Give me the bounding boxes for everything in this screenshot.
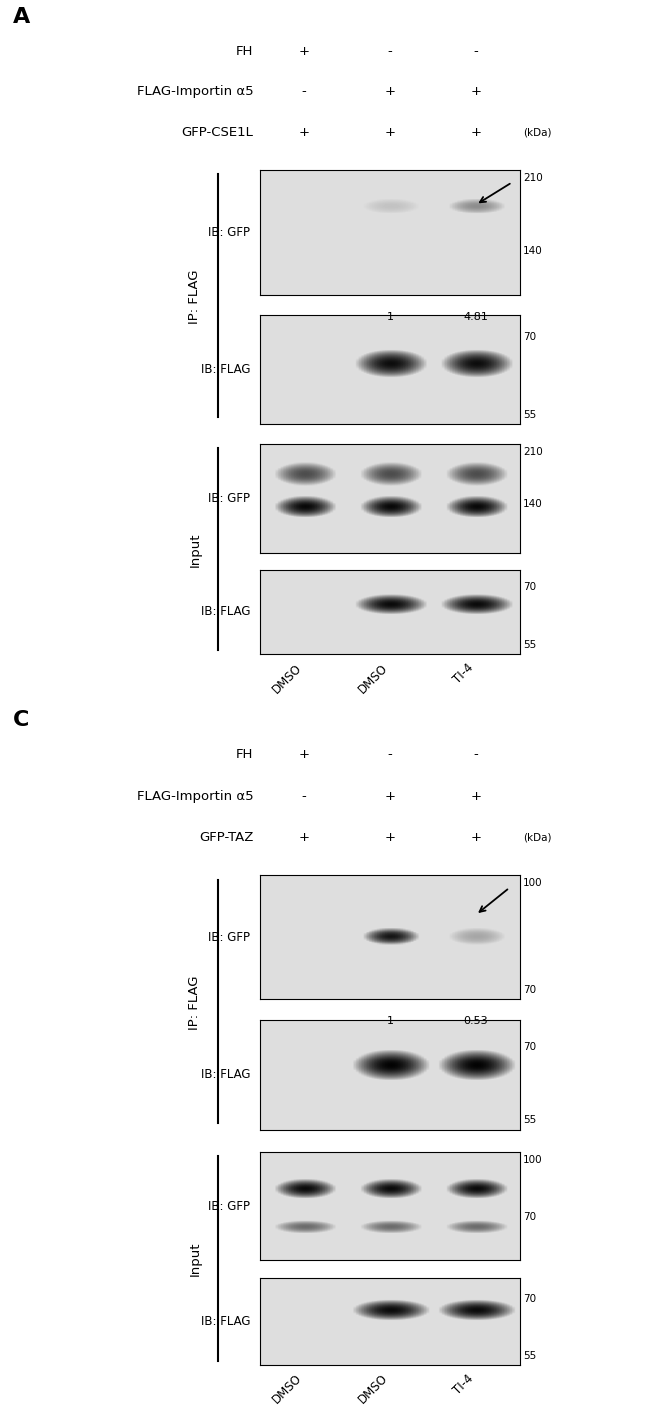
Text: -: - [473, 748, 478, 761]
Text: IB: GFP: IB: GFP [208, 491, 250, 505]
Text: 55: 55 [523, 1351, 536, 1361]
Text: 70: 70 [523, 1211, 536, 1221]
Text: FLAG-Importin α5: FLAG-Importin α5 [137, 789, 254, 802]
Text: GFP-CSE1L: GFP-CSE1L [181, 126, 254, 138]
Text: IB: GFP: IB: GFP [208, 1200, 250, 1213]
Text: +: + [299, 830, 309, 844]
Text: IB: FLAG: IB: FLAG [201, 1069, 250, 1082]
Text: DMSO: DMSO [356, 1372, 390, 1406]
Text: 140: 140 [523, 498, 543, 508]
Text: -: - [302, 85, 307, 99]
Text: GFP-TAZ: GFP-TAZ [199, 830, 254, 844]
Text: +: + [385, 126, 395, 138]
Text: 1: 1 [387, 312, 393, 322]
Text: Input: Input [188, 1241, 202, 1275]
Text: A: A [13, 7, 31, 27]
Text: +: + [299, 45, 309, 58]
Text: IB: FLAG: IB: FLAG [201, 363, 250, 376]
Text: 100: 100 [523, 878, 543, 888]
Text: C: C [13, 710, 29, 730]
Text: 70: 70 [523, 984, 536, 995]
Text: IB: GFP: IB: GFP [208, 931, 250, 943]
Text: 140: 140 [523, 246, 543, 256]
Text: +: + [299, 748, 309, 761]
Text: IP: FLAG: IP: FLAG [188, 270, 202, 323]
Text: FLAG-Importin α5: FLAG-Importin α5 [137, 85, 254, 99]
Text: IB: GFP: IB: GFP [208, 226, 250, 239]
Text: +: + [385, 830, 395, 844]
Text: +: + [471, 126, 481, 138]
Text: FH: FH [236, 45, 254, 58]
Text: -: - [302, 789, 307, 802]
Text: 0.53: 0.53 [463, 1017, 488, 1027]
Text: FH: FH [236, 748, 254, 761]
Text: 70: 70 [523, 582, 536, 592]
Text: IB: FLAG: IB: FLAG [201, 1315, 250, 1327]
Text: 210: 210 [523, 448, 543, 457]
Text: -: - [387, 45, 393, 58]
Text: (kDa): (kDa) [523, 833, 552, 843]
Text: IP: FLAG: IP: FLAG [188, 976, 202, 1029]
Text: -: - [473, 45, 478, 58]
Text: DMSO: DMSO [270, 1372, 304, 1406]
Text: 70: 70 [523, 1042, 536, 1052]
Text: -: - [387, 748, 393, 761]
Text: +: + [471, 830, 481, 844]
Text: 1: 1 [387, 1017, 393, 1027]
Text: +: + [299, 126, 309, 138]
Text: 70: 70 [523, 1295, 536, 1305]
Text: 55: 55 [523, 409, 536, 419]
Text: 55: 55 [523, 1115, 536, 1125]
Text: DMSO: DMSO [270, 661, 304, 696]
Text: (kDa): (kDa) [523, 127, 552, 137]
Text: 210: 210 [523, 172, 543, 182]
Text: +: + [471, 85, 481, 99]
Text: +: + [471, 789, 481, 802]
Text: DMSO: DMSO [356, 661, 390, 696]
Text: 4.81: 4.81 [463, 312, 488, 322]
Text: TI-4: TI-4 [450, 661, 476, 686]
Text: +: + [385, 85, 395, 99]
Text: 55: 55 [523, 640, 536, 650]
Text: Input: Input [188, 532, 202, 566]
Text: 100: 100 [523, 1155, 543, 1165]
Text: IB: FLAG: IB: FLAG [201, 606, 250, 618]
Text: TI-4: TI-4 [450, 1372, 476, 1396]
Text: +: + [385, 789, 395, 802]
Text: 70: 70 [523, 332, 536, 342]
